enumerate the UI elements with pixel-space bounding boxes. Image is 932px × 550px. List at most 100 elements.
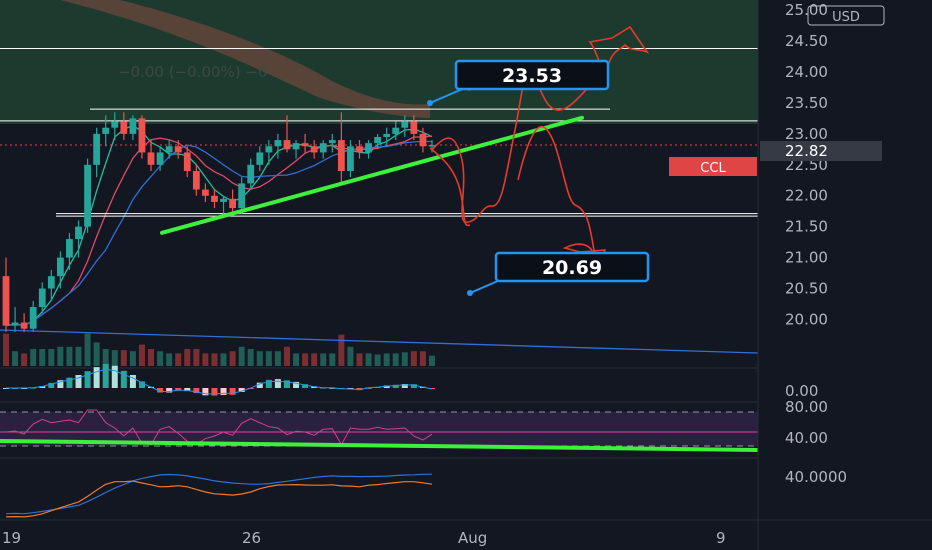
candle-body [347, 146, 354, 171]
volume-bar [429, 355, 435, 366]
candle-body [374, 136, 382, 144]
currency-badge[interactable]: USD [807, 5, 885, 26]
candle-body [211, 195, 218, 202]
volume-bar [265, 351, 272, 366]
green-trendline[interactable] [160, 115, 584, 235]
current-price-box [760, 141, 882, 161]
macd-bar [57, 380, 64, 388]
volume-bar [12, 351, 19, 366]
macd-bar [293, 381, 300, 388]
candle-body [301, 143, 309, 147]
volume-bar [338, 334, 345, 366]
volume-bar [57, 346, 64, 366]
volume-bar [283, 346, 290, 366]
candle-body [192, 171, 200, 190]
macd-bar [184, 388, 191, 392]
rsi-tick-upper: 80.00 [785, 398, 828, 416]
candle-body [229, 198, 236, 209]
macd-bar [111, 365, 118, 388]
macd-tick: 0.00 [785, 382, 818, 400]
price-tick-label: 20.00 [785, 310, 828, 328]
candle-body [356, 146, 363, 153]
candle-body [283, 140, 291, 150]
ma-ribbon [0, 0, 430, 118]
macd-bar [392, 384, 399, 388]
callout-lower[interactable]: 20.69 [467, 251, 650, 296]
volume-bar [202, 353, 209, 366]
candle-body [84, 164, 91, 227]
blue-trendline[interactable] [0, 329, 759, 354]
volume-bar [320, 353, 327, 366]
price-tick-label: 23.50 [785, 94, 828, 112]
horizontal-levels[interactable] [0, 48, 758, 217]
volume-bar [419, 351, 426, 366]
volume-bar [84, 333, 91, 366]
price-axis-bg [758, 0, 932, 550]
macd-bar [211, 388, 218, 396]
macd-bar [129, 375, 136, 388]
callout-label: 23.53 [502, 65, 562, 87]
volume-bar [293, 353, 300, 366]
time-label: 9 [716, 529, 726, 547]
candle-body [120, 121, 128, 134]
candle-body [174, 146, 182, 153]
callout-box [494, 251, 650, 283]
macd-bar [66, 377, 73, 388]
volume-bar [220, 353, 227, 366]
price-tick-labels: 25.0024.5024.0023.5023.0022.5022.0021.50… [785, 1, 828, 328]
candle-body [147, 152, 155, 165]
macd-bar [410, 384, 417, 388]
volume-bar [392, 353, 399, 366]
price-tick-label: 25.00 [785, 1, 828, 19]
time-label: 19 [2, 529, 21, 547]
rsi-line [5, 409, 433, 446]
volume-bar [365, 353, 372, 366]
candle-body [111, 121, 119, 128]
candle-body [75, 226, 82, 240]
indicator-readout: −0.00 (−0.00%) −0 [118, 63, 268, 81]
macd-bar [202, 388, 209, 396]
macd-bar [120, 370, 127, 388]
symbol-tag-label: CCL [700, 161, 726, 176]
price-tick-label: 24.00 [785, 63, 828, 81]
candle-body [138, 118, 146, 153]
volume-bar [157, 351, 164, 366]
macd-bar [220, 388, 227, 395]
candle-body [274, 140, 282, 147]
price-tick-label: 23.00 [785, 125, 828, 143]
volume-bar [148, 349, 155, 366]
macd-bar [229, 388, 236, 395]
volume-bar [238, 346, 245, 366]
volume-bar [93, 342, 100, 366]
macd-bar [21, 388, 28, 389]
candle-body [183, 152, 191, 171]
volume-bar [48, 349, 55, 366]
price-axis[interactable]: 25.0024.5024.0023.5023.0022.5022.0021.50… [757, 0, 932, 550]
volume-bar [229, 351, 236, 366]
macd-bar [166, 388, 173, 393]
candle-body [265, 146, 273, 153]
rsi-band [0, 412, 758, 446]
volume-bar [311, 353, 318, 366]
oscillator-line [5, 480, 433, 518]
volume-bar [256, 351, 263, 366]
volume-bar [102, 349, 109, 366]
candlesticks [2, 112, 436, 332]
macd-bar [48, 382, 55, 388]
callout-box [454, 59, 610, 91]
candle-body [319, 143, 327, 153]
candle-body [56, 257, 64, 277]
volume-bar [120, 350, 127, 366]
indicator-green-line[interactable] [0, 439, 759, 452]
candle-body [47, 276, 55, 289]
volume-bar [75, 346, 82, 366]
volume-bar [302, 353, 309, 366]
candle-body [328, 140, 336, 144]
candle-body [337, 140, 345, 171]
time-axis[interactable]: 19 26 Aug 9 [0, 519, 932, 547]
macd-bar [93, 367, 100, 388]
macd-bar [193, 388, 200, 394]
callout-upper[interactable]: 23.53 [427, 59, 610, 106]
candle-body [156, 152, 164, 165]
